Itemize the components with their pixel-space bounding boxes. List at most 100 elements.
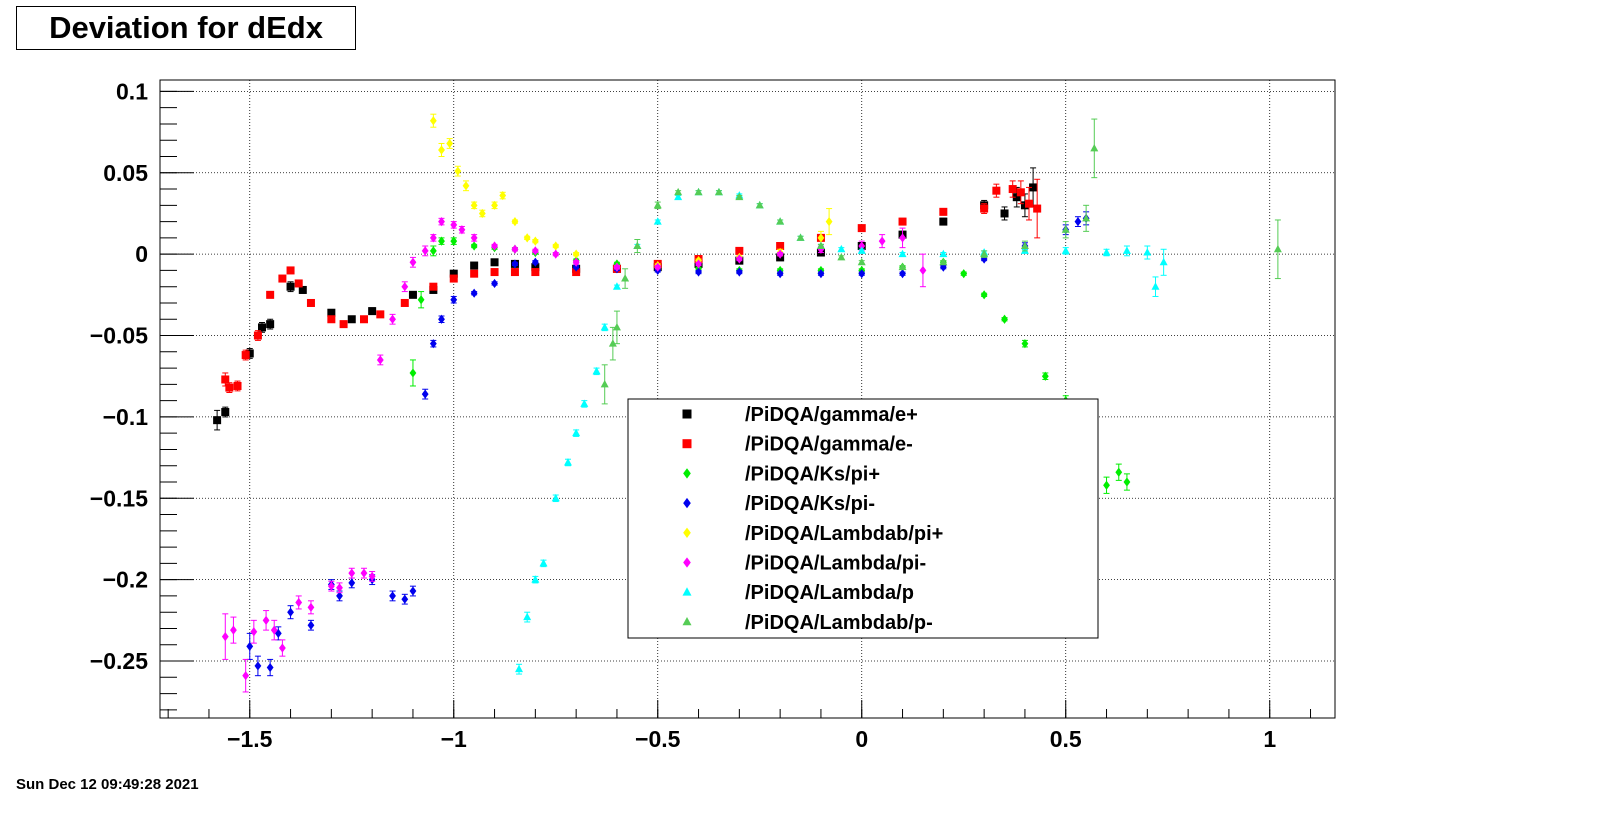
data-point — [1001, 314, 1008, 324]
data-point — [336, 591, 343, 601]
data-point — [348, 578, 356, 588]
data-point — [470, 241, 478, 251]
data-point — [511, 216, 519, 227]
x-tick-label: −1 — [441, 726, 467, 752]
data-point — [454, 166, 462, 176]
data-point — [1074, 216, 1082, 227]
data-point — [245, 349, 254, 358]
data-point — [511, 259, 519, 269]
chart-title: Deviation for dEdx — [16, 6, 356, 50]
data-point — [389, 591, 396, 601]
data-point — [1008, 185, 1017, 194]
data-point — [470, 288, 478, 298]
y-tick-label: −0.25 — [90, 648, 148, 674]
data-point — [511, 244, 519, 254]
data-point — [491, 241, 498, 251]
data-point — [462, 181, 470, 191]
data-point — [429, 233, 437, 243]
data-point — [572, 257, 580, 267]
data-point — [298, 285, 307, 294]
data-point — [572, 268, 581, 277]
data-point — [735, 267, 743, 277]
data-point — [817, 269, 825, 279]
data-point — [478, 208, 486, 219]
series-5 — [221, 216, 927, 693]
data-point — [348, 568, 356, 578]
data-point — [1012, 193, 1021, 202]
data-point — [359, 315, 368, 324]
data-point — [608, 339, 617, 347]
data-point — [939, 249, 948, 258]
data-point — [563, 458, 572, 466]
legend-marker — [683, 527, 691, 538]
data-point — [939, 207, 948, 216]
data-point — [939, 217, 948, 226]
data-point — [694, 187, 703, 196]
y-tick-label: 0 — [135, 241, 148, 267]
data-point — [266, 290, 275, 299]
data-point — [531, 263, 540, 272]
data-point — [246, 641, 254, 651]
data-point — [307, 602, 315, 612]
axes: −1.5 −1 −0.5 0 0.5 1 0.1 0.05 0 −0.05 −0.1 −0.15 −0.… — [90, 78, 1312, 752]
legend-marker — [682, 439, 692, 449]
data-point — [572, 428, 581, 437]
data-point — [899, 233, 906, 243]
legend-box — [627, 398, 1099, 639]
data-point — [1000, 209, 1009, 218]
data-point — [898, 262, 907, 271]
data-point — [653, 200, 662, 209]
data-point — [1021, 339, 1029, 349]
data-point — [600, 322, 609, 331]
data-points — [213, 113, 1282, 693]
data-point — [221, 632, 229, 642]
data-point — [857, 224, 866, 233]
data-point — [470, 200, 478, 210]
x-tick-label: 1 — [1263, 726, 1276, 752]
legend-label: /PiDQA/Lambdab/pi+ — [745, 523, 943, 545]
data-point — [939, 257, 948, 266]
data-point — [307, 620, 315, 630]
y-tick-label: −0.05 — [90, 323, 148, 349]
data-point — [960, 269, 968, 279]
data-point — [339, 320, 348, 329]
y-tick-label: −0.2 — [103, 567, 148, 593]
data-point — [306, 298, 315, 307]
data-point — [421, 389, 429, 399]
data-point — [552, 241, 560, 251]
data-point — [336, 583, 343, 593]
data-point — [294, 279, 303, 288]
data-point — [695, 267, 702, 277]
data-point — [531, 246, 539, 256]
data-point — [1033, 204, 1042, 213]
data-point — [1090, 143, 1099, 152]
data-point — [491, 278, 498, 289]
data-point — [1102, 248, 1111, 256]
data-point — [270, 625, 278, 635]
data-point — [257, 323, 266, 332]
y-tick-label: 0.05 — [103, 160, 148, 186]
series-1 — [221, 178, 1042, 393]
data-point — [233, 381, 242, 390]
data-point — [254, 661, 262, 671]
data-point — [898, 217, 907, 226]
data-point — [491, 200, 498, 210]
data-point — [735, 192, 744, 201]
data-point — [1115, 467, 1123, 477]
data-point — [510, 268, 519, 277]
data-point — [572, 262, 580, 272]
data-point — [242, 671, 250, 681]
y-tick-label: −0.15 — [90, 485, 148, 511]
legend-label: /PiDQA/Lambdab/p- — [745, 612, 933, 634]
data-point — [1103, 480, 1110, 490]
data-point — [858, 241, 866, 251]
data-point — [295, 597, 303, 608]
data-point — [674, 192, 683, 201]
legend-label: /PiDQA/gamma/e- — [745, 434, 913, 456]
data-point — [221, 375, 230, 384]
data-point — [654, 262, 662, 272]
data-point — [221, 408, 230, 417]
data-point — [327, 315, 336, 324]
data-point — [633, 241, 642, 250]
data-point — [417, 295, 425, 305]
